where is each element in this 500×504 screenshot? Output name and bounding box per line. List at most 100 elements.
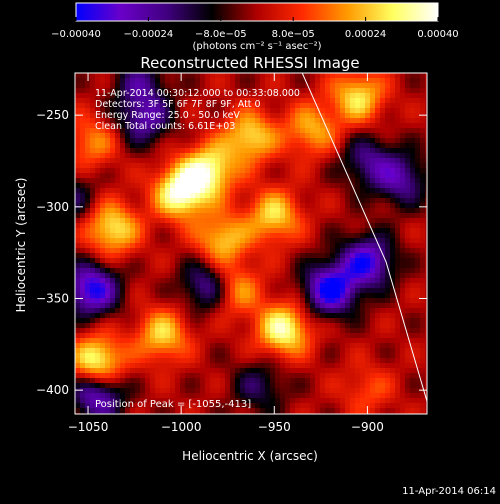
heatmap-cell	[310, 328, 316, 334]
heatmap-cell	[105, 103, 111, 109]
heatmap-cell	[75, 308, 81, 314]
heatmap-cell	[165, 233, 171, 239]
heatmap-cell	[305, 193, 311, 199]
heatmap-cell	[255, 343, 261, 349]
heatmap-cell	[325, 298, 331, 304]
heatmap-cell	[345, 88, 351, 94]
heatmap-cell	[405, 283, 411, 289]
heatmap-cell	[335, 398, 341, 404]
heatmap-cell	[275, 208, 281, 214]
heatmap-cell	[305, 408, 311, 414]
heatmap-cell	[250, 83, 256, 89]
heatmap-cell	[275, 223, 281, 229]
heatmap-cell	[375, 183, 381, 189]
heatmap-cell	[420, 263, 426, 269]
heatmap-cell	[205, 208, 211, 214]
heatmap-cell	[335, 408, 341, 414]
heatmap-cell	[255, 273, 261, 279]
heatmap-cell	[405, 373, 411, 379]
heatmap-cell	[405, 128, 411, 134]
heatmap-cell	[365, 353, 371, 359]
heatmap-cell	[230, 303, 236, 309]
heatmap-cell	[195, 133, 201, 139]
heatmap-cell	[380, 148, 386, 154]
heatmap-cell	[360, 98, 366, 104]
heatmap-cell	[230, 293, 236, 299]
heatmap-cell	[310, 343, 316, 349]
heatmap-cell	[420, 338, 426, 344]
heatmap-cell	[180, 358, 186, 364]
heatmap-cell	[425, 333, 427, 339]
heatmap-cell	[315, 143, 321, 149]
heatmap-cell	[140, 78, 146, 84]
heatmap-cell	[265, 273, 271, 279]
heatmap-cell	[285, 198, 291, 204]
heatmap-cell	[140, 168, 146, 174]
heatmap-cell	[115, 298, 121, 304]
heatmap-cell	[85, 218, 91, 224]
heatmap-cell	[395, 258, 401, 264]
heatmap-cell	[275, 378, 281, 384]
heatmap-cell	[145, 233, 151, 239]
heatmap-cell	[250, 158, 256, 164]
heatmap-cell	[360, 323, 366, 329]
heatmap-cell	[120, 263, 126, 269]
heatmap-cell	[240, 113, 246, 119]
heatmap-cell	[350, 248, 356, 254]
heatmap-cell	[220, 183, 226, 189]
heatmap-cell	[345, 103, 351, 109]
heatmap-cell	[230, 308, 236, 314]
heatmap-cell	[120, 123, 126, 129]
heatmap-cell	[135, 293, 141, 299]
heatmap-cell	[240, 293, 246, 299]
heatmap-cell	[100, 83, 106, 89]
heatmap-cell	[195, 118, 201, 124]
heatmap-cell	[185, 78, 191, 84]
heatmap-cell	[335, 118, 341, 124]
heatmap-cell	[120, 243, 126, 249]
heatmap-cell	[280, 243, 286, 249]
heatmap-cell	[285, 298, 291, 304]
heatmap-cell	[400, 273, 406, 279]
heatmap-cell	[165, 178, 171, 184]
heatmap-cell	[425, 143, 427, 149]
heatmap-cell	[190, 183, 196, 189]
heatmap-cell	[120, 218, 126, 224]
heatmap-cell	[275, 78, 281, 84]
heatmap-cell	[260, 198, 266, 204]
heatmap-cell	[240, 333, 246, 339]
heatmap-cell	[250, 298, 256, 304]
heatmap-cell	[195, 188, 201, 194]
heatmap-cell	[110, 378, 116, 384]
heatmap-cell	[140, 338, 146, 344]
heatmap-cell	[265, 218, 271, 224]
heatmap-cell	[345, 388, 351, 394]
heatmap-cell	[95, 283, 101, 289]
heatmap-cell	[270, 233, 276, 239]
heatmap-cell	[355, 383, 361, 389]
heatmap-cell	[275, 248, 281, 254]
heatmap-cell	[155, 278, 161, 284]
heatmap-cell	[130, 138, 136, 144]
heatmap-cell	[375, 198, 381, 204]
heatmap-cell	[425, 303, 427, 309]
heatmap-cell	[275, 303, 281, 309]
heatmap-cell	[125, 373, 131, 379]
heatmap-cell	[125, 148, 131, 154]
heatmap-cell	[130, 283, 136, 289]
heatmap-cell	[175, 378, 181, 384]
heatmap-cell	[195, 333, 201, 339]
heatmap-cell	[290, 338, 296, 344]
heatmap-cell	[350, 83, 356, 89]
heatmap-cell	[175, 358, 181, 364]
heatmap-cell	[120, 238, 126, 244]
heatmap-cell	[140, 398, 146, 404]
heatmap-cell	[145, 123, 151, 129]
heatmap-cell	[255, 98, 261, 104]
heatmap-cell	[325, 148, 331, 154]
heatmap-cell	[310, 228, 316, 234]
heatmap-cell	[315, 323, 321, 329]
colorbar-tick-label: 0.00040	[417, 29, 458, 40]
heatmap-cell	[80, 183, 86, 189]
heatmap-cell	[345, 258, 351, 264]
